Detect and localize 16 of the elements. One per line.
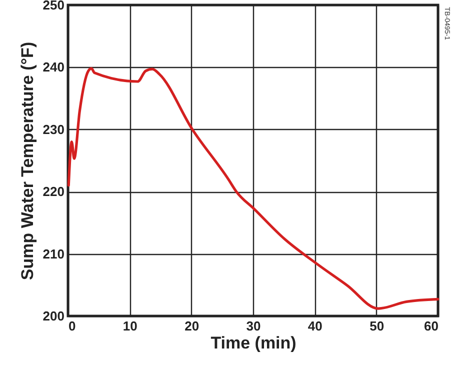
y-tick-label: 240 [42,60,64,75]
x-tick-label: 60 [424,318,438,334]
y-tick-label: 220 [42,184,64,200]
line-series [67,67,440,310]
y-tick-label: 230 [42,122,64,137]
x-tick-label: 20 [184,318,200,334]
y-tick-label: 250 [42,0,64,12]
x-tick-label: 40 [308,318,322,334]
y-tick-label: 200 [42,308,64,324]
x-tick-label: 50 [370,318,384,334]
x-tick-label: 30 [246,318,261,334]
x-tick-label: 10 [122,318,138,334]
x-tick-label: 0 [68,318,76,334]
x-axis-title: Time (min) [210,334,296,352]
y-axis-title: Sump Water Temperature (°F) [18,42,37,280]
y-tick-label: 210 [42,246,64,262]
